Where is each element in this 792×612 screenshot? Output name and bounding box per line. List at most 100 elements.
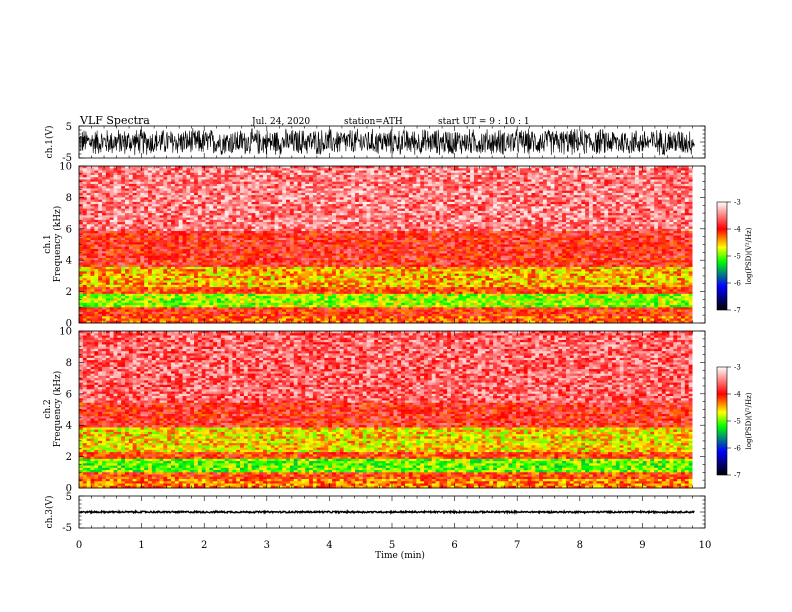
- spectrogram-cell: [409, 209, 413, 212]
- spectrogram-cell: [206, 168, 210, 171]
- spectrogram-cell: [344, 231, 348, 234]
- spectrogram-cell: [397, 224, 401, 227]
- spectrogram-cell: [474, 200, 478, 203]
- spectrogram-cell: [436, 184, 440, 187]
- spectrogram-cell: [206, 215, 210, 218]
- spectrogram-cell: [263, 193, 267, 196]
- ch1-waveform-panel: 5 -5 ch.1(V): [44, 122, 705, 164]
- spectrogram-cell: [91, 184, 95, 187]
- spectrogram-cell: [677, 209, 681, 212]
- spectrogram-cell: [225, 200, 229, 203]
- spectrogram-cell: [562, 215, 566, 218]
- spectrogram-cell: [232, 184, 236, 187]
- spectrogram-cell: [206, 177, 210, 180]
- spectrogram-cell: [482, 177, 486, 180]
- spectrogram-cell: [190, 177, 194, 180]
- spectrogram-cell: [183, 177, 187, 180]
- spectrogram-cell: [79, 224, 83, 227]
- spectrogram-cell: [669, 231, 673, 234]
- spectrogram-cell: [148, 177, 152, 180]
- spectrogram-cell: [543, 193, 547, 196]
- spectrogram-cell: [340, 231, 344, 234]
- spectrogram-cell: [428, 231, 432, 234]
- spectrogram-cell: [428, 177, 432, 180]
- spectrogram-cell: [570, 209, 574, 212]
- spectrogram-cell: [485, 209, 489, 212]
- spectrogram-cell: [524, 200, 528, 203]
- spectrogram-cell: [516, 224, 520, 227]
- spectrogram-cell: [275, 184, 279, 187]
- spectrogram-cell: [110, 184, 114, 187]
- spectrogram-cell: [577, 224, 581, 227]
- spectrogram-cell: [551, 193, 555, 196]
- spectrogram-cell: [386, 215, 390, 218]
- spectrogram-cell: [278, 168, 282, 171]
- spectrogram-cell: [455, 184, 459, 187]
- spectrogram-cell: [140, 193, 144, 196]
- spectrogram-cell: [286, 168, 290, 171]
- spectrogram-cell: [309, 231, 313, 234]
- spectrogram-cell: [551, 215, 555, 218]
- spectrogram-cell: [378, 168, 382, 171]
- spectrogram-cell: [221, 215, 225, 218]
- spectrogram-cell: [87, 200, 91, 203]
- spectrogram-cell: [355, 184, 359, 187]
- spectrogram-cell: [179, 215, 183, 218]
- spectrogram-cell: [186, 224, 190, 227]
- spectrogram-cell: [616, 231, 620, 234]
- spectrogram-cell: [666, 209, 670, 212]
- spectrogram-cell: [194, 177, 198, 180]
- spectrogram-cell: [585, 224, 589, 227]
- spectrogram-cell: [424, 215, 428, 218]
- spectrogram-cell: [347, 168, 351, 171]
- spectrogram-cell: [520, 224, 524, 227]
- spectrogram-cell: [248, 168, 252, 171]
- spectrogram-cell: [566, 177, 570, 180]
- spectrogram-cell: [355, 168, 359, 171]
- spectrogram-cell: [179, 231, 183, 234]
- spectrogram-cell: [340, 177, 344, 180]
- spectrogram-cell: [409, 231, 413, 234]
- spectrogram-cell: [79, 200, 83, 203]
- spectrogram-cell: [616, 168, 620, 171]
- spectrogram-cell: [413, 224, 417, 227]
- spectrogram-cell: [386, 177, 390, 180]
- spectrogram-cell: [524, 177, 528, 180]
- spectrogram-cell: [551, 224, 555, 227]
- spectrogram-cell: [681, 209, 685, 212]
- spectrogram-cell: [163, 224, 167, 227]
- spectrogram-cell: [137, 177, 141, 180]
- spectrogram-cell: [570, 224, 574, 227]
- spectrogram-cell: [263, 224, 267, 227]
- spectrogram-cell: [332, 193, 336, 196]
- spectrogram-cell: [171, 209, 175, 212]
- spectrogram-cell: [658, 215, 662, 218]
- spectrogram-cell: [91, 224, 95, 227]
- spectrogram-cell: [451, 177, 455, 180]
- spectrogram-cell: [689, 215, 693, 218]
- spectrogram-cell: [386, 184, 390, 187]
- spectrogram-cell: [489, 224, 493, 227]
- spectrogram-cell: [217, 200, 221, 203]
- spectrogram-cell: [455, 193, 459, 196]
- spectrogram-cell: [248, 224, 252, 227]
- spectrogram-cell: [577, 177, 581, 180]
- spectrogram-cell: [148, 209, 152, 212]
- spectrogram-cell: [593, 209, 597, 212]
- spectrogram-cell: [202, 168, 206, 171]
- spectrogram-cell: [608, 193, 612, 196]
- spectrogram-cell: [505, 177, 509, 180]
- spectrogram-cell: [608, 184, 612, 187]
- spectrogram-cell: [114, 177, 118, 180]
- spectrogram-cell: [267, 168, 271, 171]
- spectrogram-cell: [167, 209, 171, 212]
- spectrogram-cell: [531, 177, 535, 180]
- spectrogram-cell: [558, 231, 562, 234]
- spectrogram-cell: [662, 184, 666, 187]
- spectrogram-cell: [643, 184, 647, 187]
- spectrogram-cell: [669, 168, 673, 171]
- spectrogram-cell: [597, 215, 601, 218]
- spectrogram-cell: [336, 231, 340, 234]
- spectrogram-cell: [186, 209, 190, 212]
- spectrogram-cell: [439, 177, 443, 180]
